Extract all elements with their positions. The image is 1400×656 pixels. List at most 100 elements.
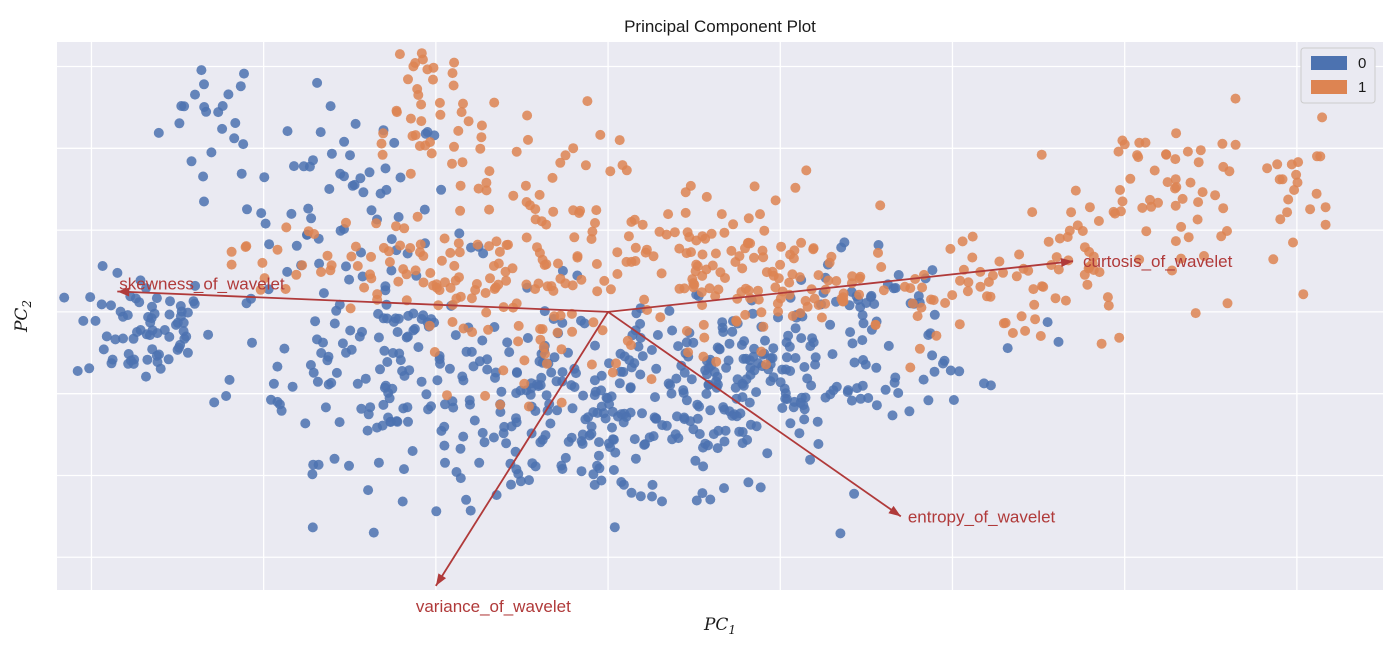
point-class-1: [1283, 194, 1294, 205]
point-class-1: [501, 275, 512, 286]
point-class-1: [352, 261, 363, 271]
point-class-0: [151, 293, 162, 304]
point-class-1: [945, 243, 956, 254]
point-class-1: [1084, 202, 1095, 213]
point-class-0: [893, 270, 904, 280]
point-class-1: [654, 226, 665, 237]
point-class-1: [1060, 295, 1071, 306]
point-class-1: [448, 80, 459, 91]
point-class-0: [154, 349, 164, 360]
point-class-1: [416, 99, 427, 110]
point-class-0: [633, 341, 644, 352]
point-class-1: [1140, 137, 1151, 148]
point-class-1: [1117, 196, 1128, 207]
point-class-0: [737, 427, 748, 437]
point-class-0: [199, 196, 209, 207]
point-class-1: [525, 200, 535, 211]
point-class-0: [465, 399, 475, 410]
point-class-1: [325, 265, 336, 276]
point-class-0: [496, 386, 507, 397]
point-class-1: [449, 57, 460, 68]
point-class-0: [246, 293, 256, 304]
point-class-0: [72, 366, 83, 376]
point-class-1: [681, 326, 692, 336]
point-class-0: [379, 345, 390, 356]
point-class-1: [916, 302, 927, 313]
point-class-0: [679, 367, 690, 378]
point-class-0: [435, 358, 445, 369]
chart-title: Principal Component Plot: [624, 17, 816, 36]
point-class-0: [217, 123, 228, 134]
point-class-0: [637, 408, 647, 419]
point-class-0: [860, 359, 871, 370]
point-class-1: [1292, 177, 1303, 188]
point-class-1: [519, 378, 530, 389]
point-class-0: [360, 373, 371, 384]
point-class-1: [873, 247, 883, 258]
point-class-0: [596, 385, 607, 396]
point-class-1: [491, 236, 502, 247]
point-class-0: [341, 347, 351, 358]
point-class-1: [569, 232, 580, 243]
point-class-1: [588, 317, 599, 328]
point-class-1: [480, 288, 491, 298]
point-class-1: [455, 180, 466, 191]
point-class-0: [174, 118, 185, 129]
point-class-0: [363, 485, 374, 496]
point-class-1: [831, 276, 842, 286]
point-class-0: [592, 460, 603, 471]
point-class-0: [381, 184, 392, 195]
point-class-0: [504, 347, 515, 358]
point-class-0: [112, 267, 123, 278]
point-class-0: [465, 505, 476, 516]
point-class-1: [393, 276, 404, 287]
point-class-1: [740, 283, 751, 294]
point-class-1: [1079, 242, 1090, 253]
point-class-1: [749, 252, 759, 263]
point-class-1: [1305, 204, 1316, 215]
point-class-1: [1222, 298, 1233, 309]
point-class-0: [938, 358, 948, 369]
point-class-1: [567, 326, 578, 337]
point-class-1: [418, 251, 429, 261]
point-class-0: [363, 409, 374, 420]
point-class-0: [291, 240, 302, 251]
point-class-0: [479, 437, 490, 448]
point-class-0: [439, 440, 450, 451]
point-class-1: [790, 182, 801, 193]
point-class-1: [816, 312, 827, 323]
point-class-0: [279, 343, 290, 354]
point-class-0: [422, 127, 433, 137]
point-class-0: [260, 218, 271, 229]
point-class-0: [303, 203, 314, 214]
point-class-0: [768, 343, 779, 354]
point-class-0: [629, 434, 640, 445]
point-class-1: [1268, 254, 1279, 265]
point-class-0: [511, 367, 522, 378]
point-class-0: [705, 405, 716, 416]
point-class-1: [648, 251, 659, 262]
point-class-1: [513, 336, 524, 347]
point-class-1: [413, 90, 424, 100]
point-class-1: [994, 256, 1005, 267]
point-class-1: [556, 397, 567, 408]
point-class-1: [1315, 151, 1326, 162]
point-class-0: [799, 362, 810, 372]
point-class-1: [713, 284, 724, 295]
point-class-1: [439, 233, 450, 244]
point-class-1: [809, 293, 820, 304]
point-class-1: [272, 244, 283, 255]
point-class-0: [515, 476, 526, 487]
point-class-0: [721, 362, 732, 373]
point-class-1: [481, 177, 492, 188]
point-class-1: [1288, 237, 1298, 248]
point-class-0: [845, 327, 856, 338]
point-class-1: [617, 160, 628, 171]
point-class-1: [728, 219, 739, 230]
point-class-1: [1000, 317, 1011, 328]
point-class-1: [572, 251, 583, 262]
point-class-0: [777, 364, 788, 375]
point-class-0: [650, 413, 661, 424]
point-class-1: [1161, 149, 1172, 160]
point-class-0: [341, 261, 351, 272]
